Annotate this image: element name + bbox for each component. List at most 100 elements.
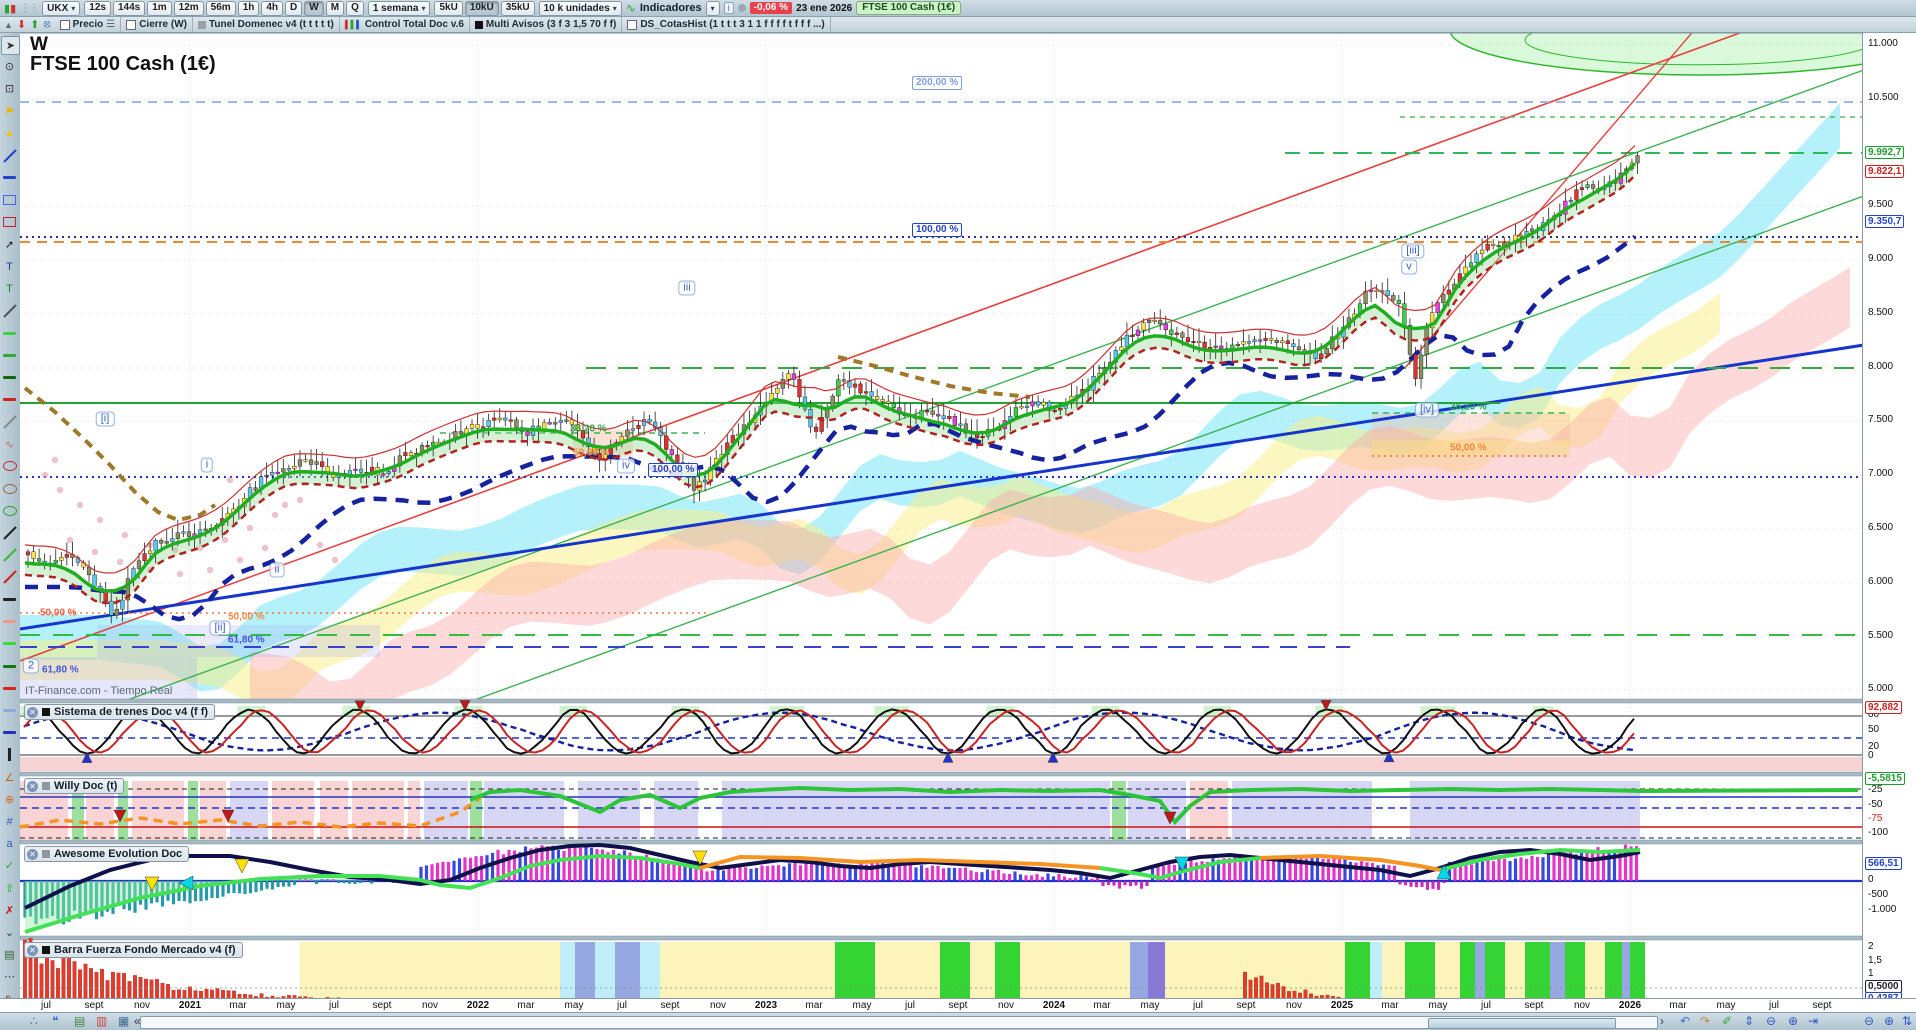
indicator-item-0[interactable]: Precio ☰ xyxy=(55,17,122,32)
alarm-pointer-tool-icon[interactable]: ⚑ xyxy=(4,105,15,118)
indicator-checkbox[interactable] xyxy=(627,19,638,30)
black-trendline-tool-icon[interactable] xyxy=(1,524,18,541)
indicator-checkbox[interactable] xyxy=(59,19,70,30)
thumbsup-tool-icon[interactable]: ⇧ xyxy=(4,882,15,895)
arrow-tool-icon[interactable]: ➚ xyxy=(4,238,15,251)
up-arrow-icon[interactable]: ⬆ xyxy=(30,19,40,31)
wave-label[interactable]: iv xyxy=(617,458,635,474)
zoom-in-icon[interactable]: ⊕ xyxy=(1788,1014,1799,1028)
fib-label[interactable]: 100,00 % xyxy=(648,463,699,477)
panel-header-awesome[interactable]: ✕ Awesome Evolution Doc xyxy=(24,846,190,862)
salmon-hline-tool-icon[interactable] xyxy=(1,613,18,630)
fib-label[interactable]: 50,00 % xyxy=(1450,442,1487,454)
indicator-item-3[interactable]: ▌▌▌ Control Total Doc v.6 xyxy=(340,17,470,32)
doc-badge-tool-icon[interactable]: ▤ xyxy=(4,949,15,962)
settings-chart-icon[interactable]: ✐ xyxy=(1722,1014,1733,1028)
units-dropdown[interactable]: 10 k unidades ▾ xyxy=(538,0,622,16)
timeframe-button-12m[interactable]: 12m xyxy=(173,0,204,16)
back-button[interactable]: ‹ xyxy=(122,1014,126,1028)
letters-tool-icon[interactable]: a xyxy=(6,837,13,850)
delete-tool-icon[interactable]: ✗ xyxy=(4,904,15,917)
zoom-out-axis-icon[interactable]: ⊖ xyxy=(1864,1014,1875,1028)
timeframe-button-1m[interactable]: 1m xyxy=(147,0,172,16)
red-trendline-tool-icon[interactable] xyxy=(1,569,18,586)
file-icon[interactable]: ▤ xyxy=(74,1014,86,1028)
indicators-button[interactable]: Indicadores xyxy=(639,2,702,14)
timeframe-button-56m[interactable]: 56m xyxy=(205,0,236,16)
panel-header-willy[interactable]: ✕ Willy Doc (t) xyxy=(24,778,125,794)
snapshot-icon[interactable]: ▦ xyxy=(118,1014,130,1028)
black-hline-tool-icon[interactable] xyxy=(1,591,18,608)
panel-close-icon[interactable]: ✕ xyxy=(27,780,38,792)
timeframe-button-M[interactable]: M xyxy=(325,0,345,16)
indicator-checkbox[interactable] xyxy=(126,19,137,30)
alarm-bell-tool-icon[interactable]: ▲ xyxy=(4,127,15,140)
more-dots-tool-icon[interactable]: ⋯ xyxy=(4,971,15,984)
chevron-tool-icon[interactable]: ⌄ xyxy=(4,927,15,939)
collapse-left-icon[interactable]: « xyxy=(134,1014,141,1028)
pointer-tool-icon[interactable]: ➤ xyxy=(1,36,20,55)
unit-button-10kU[interactable]: 10kU xyxy=(464,0,499,16)
timeframe-button-1h[interactable]: 1h xyxy=(237,0,260,16)
blue-rect-tool-icon[interactable] xyxy=(1,191,18,208)
redo-icon[interactable]: ↷ xyxy=(1700,1014,1711,1028)
fib-label[interactable]: 50,00 % xyxy=(40,607,77,619)
wave-label[interactable]: [iv] xyxy=(1414,402,1440,418)
circle-target-tool-icon[interactable]: ⊕ xyxy=(4,793,15,806)
red-hline-tool-icon[interactable] xyxy=(1,680,18,697)
numbers-tool-icon[interactable]: # xyxy=(6,815,13,828)
wave-label[interactable]: iii xyxy=(678,280,696,296)
timeframe-button-4h[interactable]: 4h xyxy=(261,0,284,16)
chart-scrollbar[interactable] xyxy=(140,1016,1658,1029)
panel-close-icon[interactable]: ✕ xyxy=(27,944,38,956)
fib-label[interactable]: 200,00 % xyxy=(912,76,963,90)
green-hline-tool-icon[interactable] xyxy=(1,635,18,652)
angle-tool-icon[interactable]: ∠ xyxy=(4,771,15,784)
brown-ellipse-tool-icon[interactable] xyxy=(1,480,18,497)
compare-icon[interactable]: ▥ xyxy=(96,1014,108,1028)
collapse-icon[interactable]: ▲ xyxy=(4,19,13,30)
undo-icon[interactable]: ↶ xyxy=(1680,1014,1691,1028)
share-icon[interactable]: ∴ xyxy=(30,1014,38,1028)
red-rect-tool-icon[interactable] xyxy=(1,214,18,231)
wave-label[interactable]: i xyxy=(200,457,214,473)
timeframe-button-12s[interactable]: 12s xyxy=(84,0,111,16)
vline-tool-icon[interactable] xyxy=(1,746,18,763)
comment-icon[interactable]: ❝ xyxy=(52,1014,59,1028)
indicators-chevron[interactable]: ▾ xyxy=(705,0,720,16)
red-ellipse-tool-icon[interactable] xyxy=(1,458,18,475)
indicator-item-2[interactable]: Tunel Domenec v4 (t t t t t) xyxy=(193,17,340,32)
unit-button-5kU[interactable]: 5kU xyxy=(434,0,463,16)
panel-header-fuerza[interactable]: ✕ Barra Fuerza Fondo Mercado v4 (f) xyxy=(24,942,243,958)
timeframe-button-Q[interactable]: Q xyxy=(346,0,364,16)
price-axis[interactable]: 11.000 10.500 9.500 9.000 8.500 8.000 7.500 7.0… xyxy=(1862,33,1916,1005)
zoom-in-axis-icon[interactable]: ⊕ xyxy=(1884,1014,1895,1028)
green-ellipse-tool-icon[interactable] xyxy=(1,502,18,519)
fib-dashes-tool-icon[interactable] xyxy=(1,169,18,186)
timeframe-button-144s[interactable]: 144s xyxy=(112,0,146,16)
darkgreen-hline-tool-icon[interactable] xyxy=(1,658,18,675)
wave-label[interactable]: v xyxy=(1401,259,1417,275)
green-semiline2-tool-icon[interactable] xyxy=(1,347,18,364)
wave-label[interactable]: [iii] xyxy=(1401,243,1425,259)
zoom-rect-tool-icon[interactable]: ⊡ xyxy=(4,83,15,96)
indicator-curve-tool-icon[interactable]: ∿ xyxy=(4,438,15,451)
indicator-item-4[interactable]: Multi Avisos (3 f 3 1,5 70 f f) xyxy=(470,17,623,32)
blue-hline-tool-icon[interactable] xyxy=(1,724,18,741)
zoom-drag-icon[interactable]: ⇕ xyxy=(1744,1014,1755,1028)
red-semiline-tool-icon[interactable] xyxy=(1,391,18,408)
fib-label[interactable]: 38,20 % xyxy=(1450,401,1487,413)
ruler-tool-icon[interactable] xyxy=(1,413,18,430)
fib-label[interactable]: 38,20 % xyxy=(570,423,607,435)
fib-label[interactable]: 61,80 % xyxy=(228,634,265,646)
timeframe-button-W[interactable]: W xyxy=(304,0,324,16)
panel-header-trenes[interactable]: ✕ Sistema de trenes Doc v4 (f f) xyxy=(24,704,216,720)
zoom-out-icon[interactable]: ⊖ xyxy=(1766,1014,1777,1028)
fib-label[interactable]: 50,00 % xyxy=(228,611,265,623)
symbol-dropdown[interactable]: UKX ▾ xyxy=(42,0,81,16)
check-tool-icon[interactable]: ✓ xyxy=(4,860,15,873)
wave-label[interactable]: ii xyxy=(269,562,285,578)
green-trendline-tool-icon[interactable] xyxy=(1,547,18,564)
wave-label[interactable]: [ii] xyxy=(209,620,231,636)
unit-button-35kU[interactable]: 35kU xyxy=(500,0,535,16)
